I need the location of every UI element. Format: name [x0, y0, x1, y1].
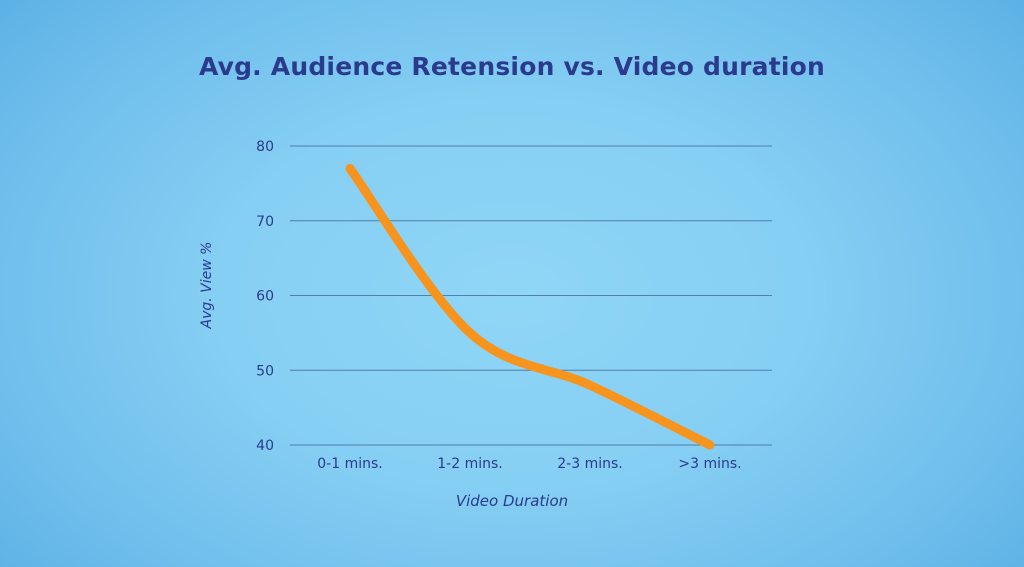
x-tick-label: 1-2 mins.	[437, 456, 502, 472]
y-tick-label: 60	[256, 289, 274, 305]
x-tick-label: 0-1 mins.	[317, 456, 382, 472]
y-tick-labels: 80 70 60 50 40	[256, 139, 274, 454]
chart-title: Avg. Audience Retension vs. Video durati…	[198, 52, 826, 81]
x-tick-label: 2-3 mins.	[557, 456, 622, 472]
y-tick-label: 40	[256, 438, 274, 454]
series-line-0	[345, 163, 715, 450]
data-point	[466, 328, 475, 337]
x-tick-labels: 0-1 mins. 1-2 mins. 2-3 mins. >3 mins.	[317, 456, 741, 472]
data-point	[346, 164, 355, 173]
y-tick-label: 50	[256, 363, 274, 379]
y-tick-label: 80	[256, 139, 274, 155]
x-axis-title: Video Duration	[455, 492, 569, 510]
data-point	[586, 381, 595, 390]
y-tick-label: 70	[256, 214, 274, 230]
data-point	[706, 441, 715, 450]
series-layer	[345, 163, 715, 450]
x-tick-label: >3 mins.	[678, 456, 741, 472]
